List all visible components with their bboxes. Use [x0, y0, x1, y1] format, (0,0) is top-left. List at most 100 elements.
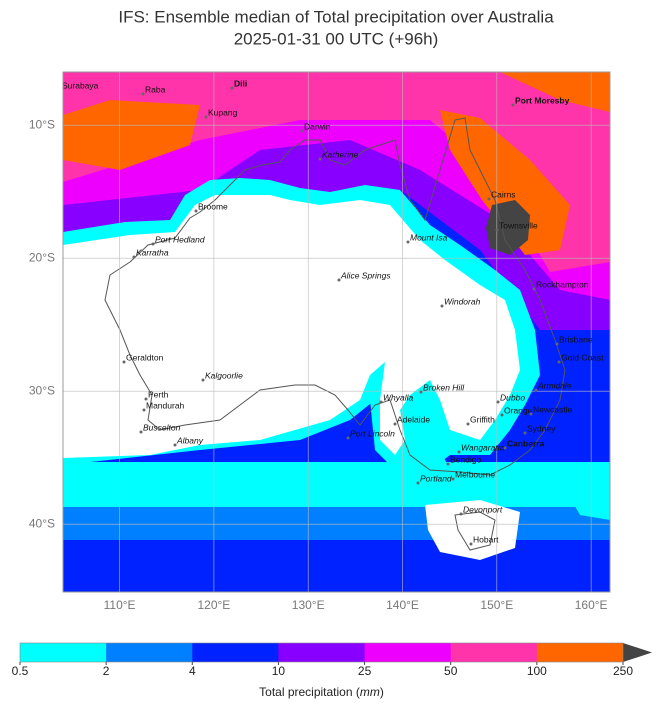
colorbar-segment — [106, 643, 193, 662]
y-tick-label: 10°S — [29, 117, 55, 131]
city-dot — [122, 360, 126, 364]
city-dot — [346, 436, 350, 440]
colorbar-segment — [20, 643, 107, 662]
city-dot — [555, 342, 559, 346]
city-label: Dili — [234, 78, 247, 88]
city-label: Dubbo — [500, 392, 525, 402]
colorbar-segment — [536, 643, 624, 662]
city-label: Brisbane — [559, 334, 593, 344]
city-label: Portland — [420, 473, 452, 483]
x-tick-label: 140°E — [386, 598, 419, 612]
x-tick-label: 110°E — [104, 598, 136, 612]
city-dot — [173, 443, 177, 447]
city-label: Hobart — [473, 534, 499, 544]
city-label: Windorah — [444, 296, 481, 306]
city-dot — [406, 240, 410, 244]
colorbar-tick-label: 100 — [527, 664, 547, 678]
y-tick-label: 40°S — [29, 516, 55, 530]
city-label: Bendigo — [450, 454, 481, 464]
city-dot — [230, 86, 234, 90]
city-dot — [142, 408, 146, 412]
city-label: Canberra — [507, 438, 545, 448]
map-frame — [62, 71, 611, 593]
city-dot — [534, 388, 538, 392]
city-label: Kalgoorlie — [205, 370, 243, 380]
colorbar-segment — [192, 643, 279, 662]
colorbar-tick-label: 250 — [613, 664, 633, 678]
city-label: Kupang — [208, 107, 238, 117]
colorbar-segment — [278, 643, 366, 662]
city-label: Whyalla — [383, 392, 414, 402]
city-dot — [318, 157, 322, 161]
x-tick-label: 130°E — [292, 598, 325, 612]
city-dot — [141, 92, 145, 96]
y-tick-label: 20°S — [29, 250, 55, 264]
precip-field: Surabaya Raba Dili Kupang Darwin Katherine Por… — [59, 72, 610, 592]
city-dot — [132, 255, 136, 259]
city-dot — [496, 400, 500, 404]
city-dot — [300, 129, 304, 133]
city-dot — [511, 103, 515, 107]
colorbar-segment — [364, 643, 452, 662]
city-dot — [500, 413, 504, 417]
colorbar-label-part: mm — [360, 685, 380, 699]
city-dot — [446, 462, 450, 466]
city-dot — [440, 304, 444, 308]
city-dot — [393, 422, 397, 426]
city-dot — [151, 242, 155, 246]
city-label: Griffith — [470, 414, 495, 424]
x-tick-label: 160°E — [575, 598, 608, 612]
colorbar-tick-label: 25 — [358, 664, 372, 678]
city-dot — [457, 450, 461, 454]
x-tick-label: 150°E — [480, 598, 513, 612]
city-label: Sydney — [527, 423, 556, 433]
x-tick-label: 120°E — [197, 598, 230, 612]
city-label: Cairns — [491, 189, 516, 199]
city-label: Wangaratta — [461, 442, 505, 452]
city-label: Karratha — [136, 247, 169, 257]
city-dot — [204, 115, 208, 119]
city-dot — [523, 431, 527, 435]
city-dot — [487, 197, 491, 201]
city-label: Townsville — [499, 220, 538, 230]
city-dot — [419, 390, 423, 394]
city-label: Geraldton — [126, 352, 164, 362]
colorbar-label: Total precipitation (mm) — [259, 685, 384, 699]
city-dot — [144, 397, 148, 401]
city-label: Adelaide — [397, 414, 430, 424]
city-label: Perth — [148, 389, 169, 399]
colorbar-extension — [623, 643, 652, 662]
city-label: Melbourne — [455, 469, 495, 479]
city-dot — [469, 542, 473, 546]
colorbar-label-part: ) — [380, 685, 384, 699]
subtitle: 2025-01-31 00 UTC (+96h) — [234, 29, 439, 48]
city-dot — [337, 278, 341, 282]
city-label: Port Lincoln — [350, 428, 395, 438]
city-label: Devonport — [463, 504, 503, 514]
colorbar-tick-label: 2 — [103, 664, 110, 678]
city-dot — [532, 287, 536, 291]
city-label: Darwin — [304, 121, 331, 131]
city-label: Broken Hill — [423, 382, 465, 392]
city-label: Busselton — [143, 422, 181, 432]
city-label: Mount Isa — [410, 232, 448, 242]
city-dot — [495, 228, 499, 232]
city-label: Surabaya — [62, 80, 99, 90]
city-label: Broome — [198, 201, 228, 211]
city-dot — [466, 422, 470, 426]
colorbar-label-part: Total precipitation ( — [259, 685, 360, 699]
city-dot — [201, 378, 205, 382]
city-dot — [194, 209, 198, 213]
city-dot — [139, 430, 143, 434]
colorbar-tick-label: 0.5 — [12, 664, 29, 678]
colorbar-tick-label: 4 — [189, 664, 196, 678]
city-label: Orange — [504, 405, 533, 415]
y-tick-label: 30°S — [29, 383, 55, 397]
title: IFS: Ensemble median of Total precipitat… — [118, 7, 554, 26]
city-dot — [59, 89, 62, 92]
city-dot — [416, 481, 420, 485]
city-label: Gold Coast — [561, 352, 604, 362]
city-label: Raba — [145, 84, 166, 94]
city-label: Port Moresby — [515, 95, 570, 105]
